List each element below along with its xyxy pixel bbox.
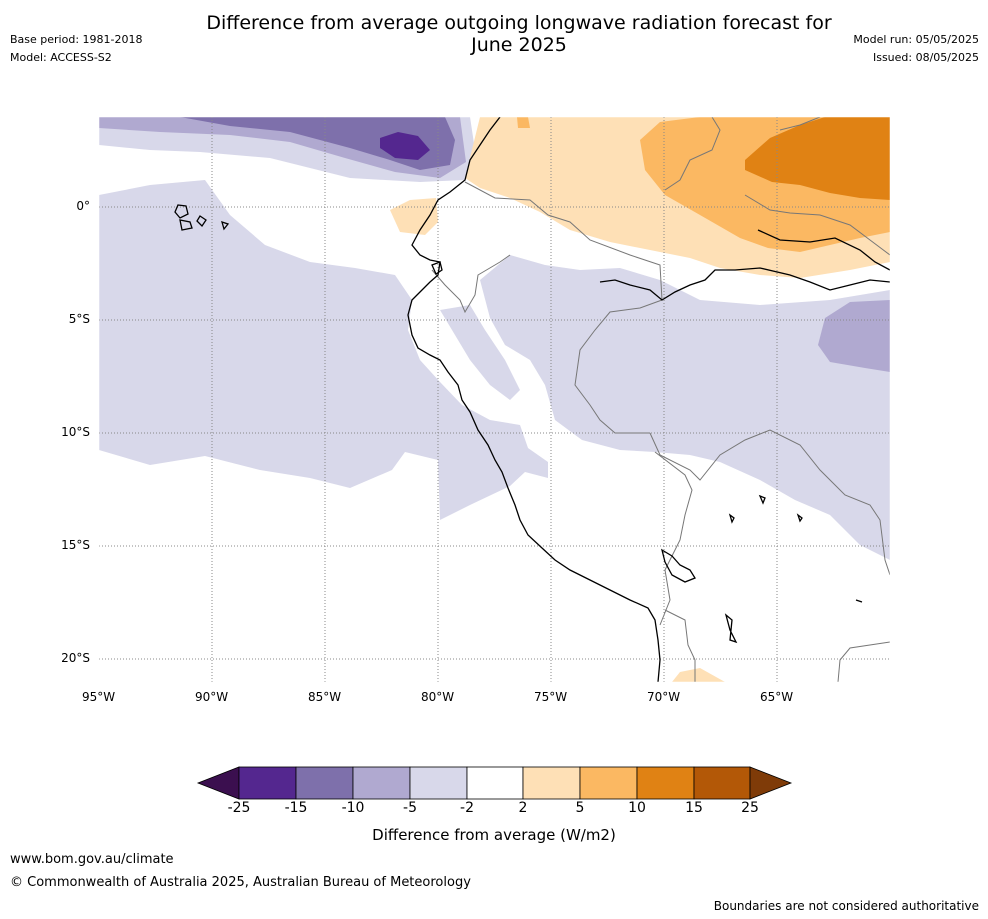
lat-label-20s: 20°S — [61, 651, 90, 665]
galapagos-4 — [221, 220, 230, 231]
anomaly-region-dark-orange — [745, 117, 890, 200]
copyright-text: © Commonwealth of Australia 2025, Austra… — [10, 875, 471, 890]
colorbar-label: Difference from average (W/m2) — [372, 826, 616, 844]
anomaly-region-dark-purple — [180, 117, 455, 170]
colorbar-tick-5: -2 — [460, 800, 474, 816]
galapagos-1 — [174, 204, 189, 219]
anomaly-region-light-purple-ridge — [440, 305, 520, 400]
lake-small-4 — [724, 613, 738, 644]
lon-label-65w: 65°W — [760, 690, 794, 704]
colorbar-bin-9 — [693, 766, 751, 800]
boundary-colombia-venezuela — [664, 117, 721, 191]
website-link[interactable]: www.bom.gov.au/climate — [10, 852, 174, 867]
lon-label-75w: 75°W — [534, 690, 568, 704]
colorbar-bin-2 — [295, 766, 354, 800]
colorbar-tick-7: 5 — [575, 800, 585, 816]
anomaly-region-light-purple-ocean — [99, 180, 548, 520]
model-name: Model: ACCESS-S2 — [10, 51, 112, 64]
anomaly-region-orange-small — [517, 117, 530, 128]
boundary-ecuador-peru — [431, 254, 511, 314]
island-gulf — [431, 261, 443, 275]
galapagos-2 — [179, 219, 193, 231]
colorbar-tick-1: -25 — [227, 800, 251, 816]
boundary-peru-bolivia — [654, 451, 693, 626]
boundary-paraguay — [837, 641, 890, 682]
lat-label-5s: 5°S — [68, 312, 90, 326]
lon-label-70w: 70°W — [647, 690, 681, 704]
lat-label-10s: 10°S — [61, 425, 90, 439]
title-line-1: Difference from average outgoing longwav… — [206, 12, 832, 34]
boundary-bolivia-brazil — [649, 429, 890, 576]
anomaly-region-light-orange-south — [672, 668, 725, 682]
colorbar-tick-2: -15 — [284, 800, 308, 816]
lake-small-2 — [758, 494, 766, 505]
colorbar-extend-high — [749, 766, 793, 800]
model-run: Model run: 05/05/2025 — [853, 33, 979, 46]
boundary-venezuela-brazil — [744, 194, 890, 256]
galapagos-3 — [196, 215, 207, 228]
lat-label-15s: 15°S — [61, 538, 90, 552]
colorbar-tick-9: 15 — [685, 800, 703, 816]
lat-label-0: 0° — [76, 199, 90, 213]
colorbar-extend-low — [196, 766, 240, 800]
issued-date: Issued: 08/05/2025 — [872, 51, 979, 64]
base-period: Base period: 1981-2018 — [10, 33, 143, 46]
colorbar-bin-5 — [466, 766, 524, 800]
colorbar-tick-10: 25 — [741, 800, 759, 816]
lake-small-3 — [796, 513, 803, 523]
colorbar-bin-4 — [409, 766, 468, 800]
boundary-peru-brazil — [574, 299, 663, 434]
colorbar-bin-6 — [522, 766, 581, 800]
colorbar-tick-6: 2 — [518, 800, 528, 816]
boundary-disclaimer: Boundaries are not considered authoritat… — [713, 899, 979, 913]
island-east — [855, 599, 863, 603]
lon-label-95w: 95°W — [82, 690, 116, 704]
anomaly-region-deep-purple — [380, 132, 430, 160]
boundary-chile-bolivia — [664, 609, 696, 682]
colorbar-bin-3 — [352, 766, 411, 800]
coastline-caribbean — [599, 267, 890, 301]
map — [98, 116, 891, 683]
colorbar — [196, 766, 793, 800]
lake-small-1 — [728, 513, 735, 524]
colorbar-tick-4: -5 — [403, 800, 417, 816]
boundary-venezuela-east — [779, 117, 821, 131]
coastline-north-peninsula — [757, 229, 890, 271]
boundary-colombia-ecuador — [464, 181, 663, 301]
anomaly-region-mid-purple-east — [818, 300, 890, 372]
title-line-2: June 2025 — [471, 34, 567, 56]
lake-titicaca — [660, 548, 696, 583]
coastline-pacific — [407, 117, 661, 682]
colorbar-bin-8 — [636, 766, 695, 800]
anomaly-region-light-purple-amazon — [480, 255, 890, 560]
colorbar-bin-7 — [579, 766, 638, 800]
chart-title: Difference from average outgoing longwav… — [150, 12, 888, 56]
lon-label-85w: 85°W — [308, 690, 342, 704]
colorbar-tick-8: 10 — [628, 800, 646, 816]
colorbar-bin-1 — [238, 766, 297, 800]
colorbar-tick-3: -10 — [341, 800, 365, 816]
lon-label-90w: 90°W — [195, 690, 229, 704]
lon-label-80w: 80°W — [421, 690, 455, 704]
